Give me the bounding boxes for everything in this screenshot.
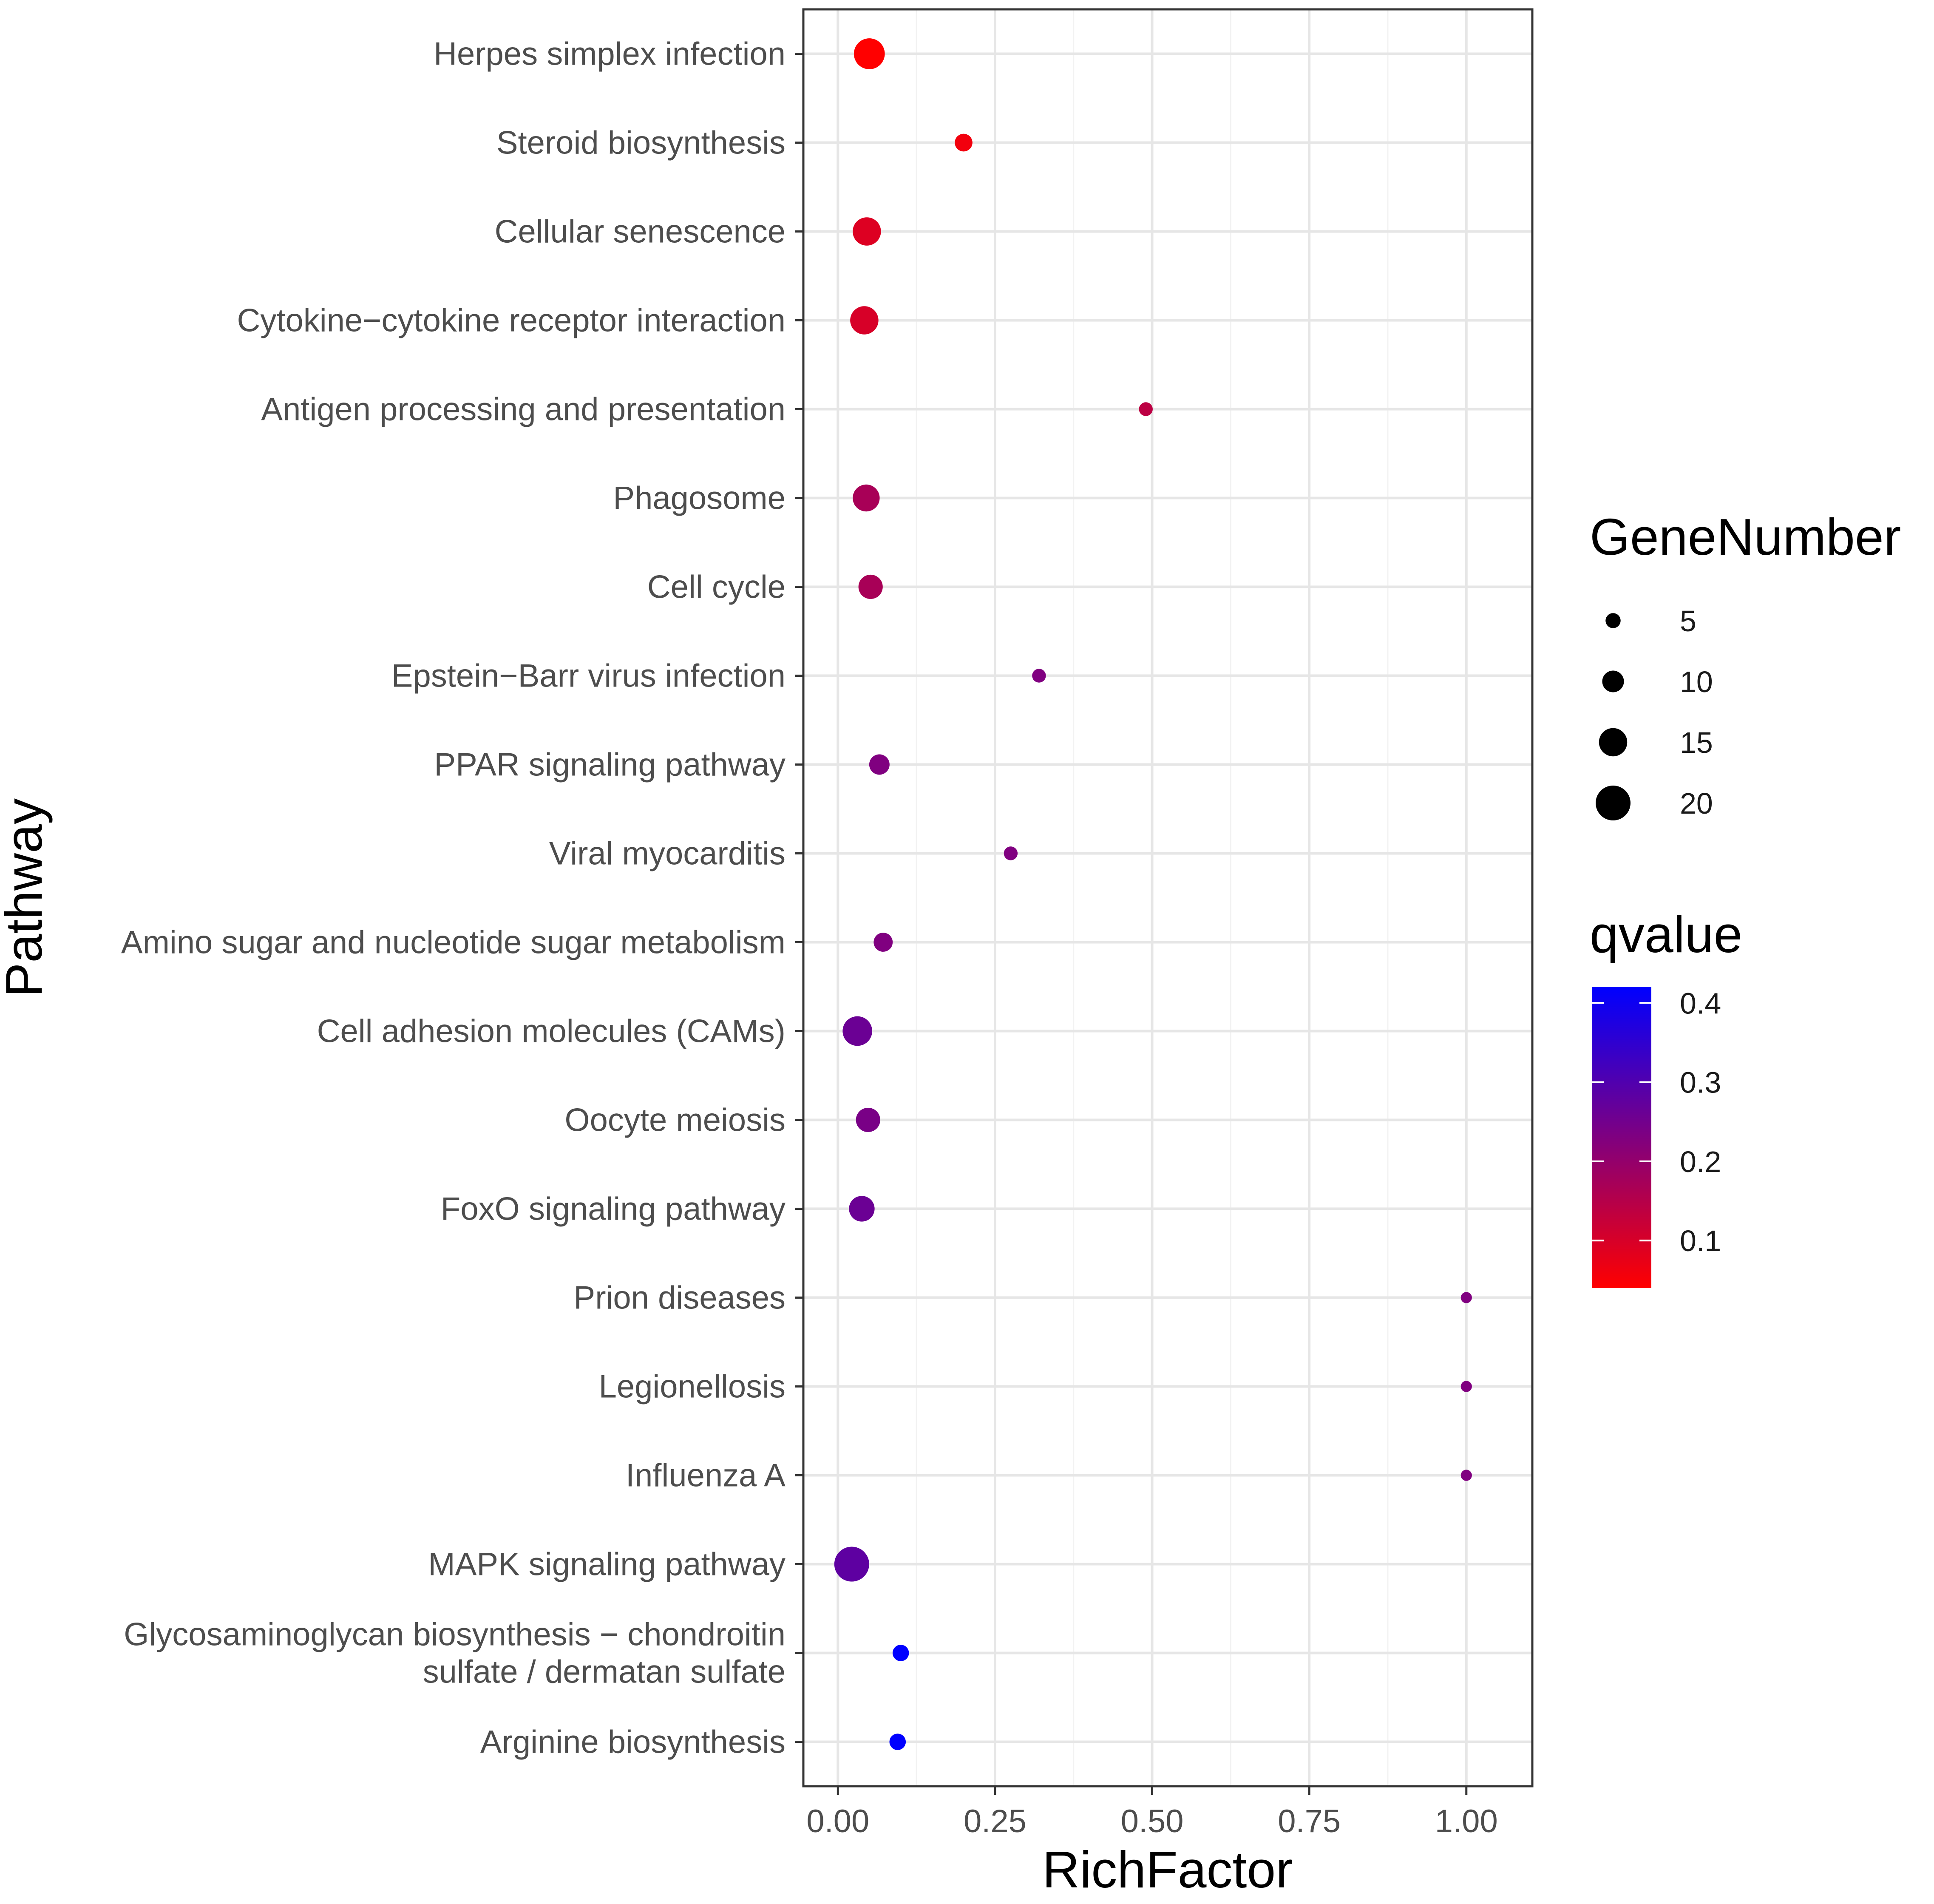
y-tick-label: Cellular senescence [495,214,786,250]
data-point [849,1196,875,1222]
size-legend-label: 20 [1680,787,1713,820]
data-point [842,1016,872,1046]
y-tick-label: Viral myocarditis [549,836,786,872]
size-legend-title: GeneNumber [1590,508,1901,566]
y-tick-label: Cell adhesion molecules (CAMs) [317,1013,786,1050]
y-tick-label: Phagosome [613,480,786,516]
y-tick-label: Oocyte meiosis [565,1102,786,1138]
size-legend-key [1602,670,1624,692]
y-tick-label: Arginine biosynthesis [480,1724,786,1760]
data-point [854,38,885,69]
color-legend-label: 0.3 [1680,1066,1721,1099]
x-tick-label: 0.25 [964,1803,1027,1839]
data-point [1460,1292,1472,1303]
color-legend-title: qvalue [1590,905,1743,963]
y-tick-label: Steroid biosynthesis [496,125,786,161]
y-axis: Herpes simplex infection Steroid biosynth… [121,36,803,1760]
y-tick-label: Prion diseases [574,1280,786,1316]
y-tick-label: Glycosaminoglycan biosynthesis − chondro… [124,1617,786,1653]
color-legend-label: 0.4 [1680,987,1721,1020]
x-tick-label: 0.75 [1278,1803,1341,1839]
y-tick-label: Influenza A [626,1458,786,1494]
y-tick-label: Cytokine−cytokine receptor interaction [237,303,786,339]
x-tick-label: 0.50 [1121,1803,1184,1839]
y-tick-label: Cell cycle [647,569,786,605]
y-tick-label: Legionellosis [599,1369,786,1405]
data-point [858,574,883,599]
data-point [889,1734,906,1750]
y-tick-label: Antigen processing and presentation [261,392,786,428]
data-point [1460,1381,1472,1392]
data-point [853,217,881,246]
size-legend-label: 15 [1680,726,1713,759]
data-point [856,1107,880,1132]
color-legend-label: 0.1 [1680,1224,1721,1257]
size-legend-label: 5 [1680,604,1696,638]
panel-border [802,8,1534,1788]
data-point [1139,402,1153,416]
data-point [955,133,973,152]
size-legend: 5 10 15 20 [1596,604,1713,820]
data-point [853,484,880,512]
x-tick-label: 0.00 [806,1803,869,1839]
color-legend-label: 0.2 [1680,1145,1721,1178]
x-tick-label: 1.00 [1435,1803,1498,1839]
color-legend-bar [1592,987,1651,1288]
size-legend-key [1599,728,1628,757]
data-point [1032,669,1046,683]
data-point [892,1645,909,1661]
size-legend-label: 10 [1680,665,1713,698]
data-point [873,933,893,952]
data-point [850,306,879,335]
y-tick-label: MAPK signaling pathway [428,1546,786,1583]
y-tick-label: PPAR signaling pathway [434,747,786,783]
color-legend: 0.1 0.2 0.3 0.4 [1592,987,1721,1257]
y-tick-label: sulfate / dermatan sulfate [423,1654,786,1690]
grid [803,9,1532,1786]
y-tick-label: Amino sugar and nucleotide sugar metabol… [121,925,786,961]
data-points [834,38,1472,1750]
size-legend-key [1596,786,1631,820]
size-legend-key [1605,613,1621,628]
data-point [834,1546,869,1582]
y-tick-label: FoxO signaling pathway [441,1191,786,1227]
x-axis-title: RichFactor [1042,1841,1293,1898]
y-axis-title: Pathway [0,798,53,997]
data-point [1004,846,1018,860]
x-axis: 0.00 0.25 0.50 0.75 1.00 [806,1786,1498,1839]
data-point [1460,1470,1472,1481]
y-tick-label: Herpes simplex infection [434,36,786,72]
y-tick-label: Epstein−Barr virus infection [391,658,786,694]
data-point [869,754,890,775]
